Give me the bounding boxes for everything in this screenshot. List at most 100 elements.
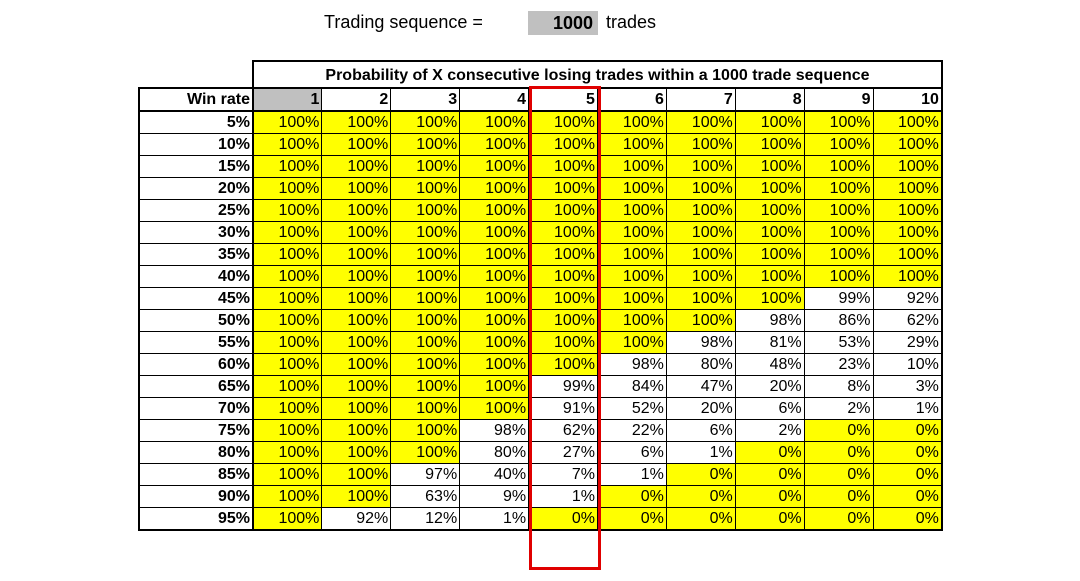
table-cell[interactable]: 27% [528, 441, 598, 464]
table-cell[interactable]: 100% [872, 110, 943, 134]
table-cell[interactable]: 0% [803, 507, 874, 531]
table-cell[interactable]: 100% [803, 177, 874, 200]
table-cell[interactable]: 100% [390, 199, 461, 222]
table-cell[interactable]: 100% [803, 110, 874, 134]
table-cell[interactable]: 100% [321, 463, 392, 486]
table-cell[interactable]: 100% [252, 221, 323, 244]
table-cell[interactable]: 100% [734, 243, 805, 266]
table-cell[interactable]: 97% [390, 463, 461, 486]
table-cell[interactable]: 10% [872, 353, 943, 376]
table-cell[interactable]: 6% [596, 441, 667, 464]
table-cell[interactable]: 3% [872, 375, 943, 398]
table-cell[interactable]: 99% [528, 375, 598, 398]
table-cell[interactable]: 40% [459, 463, 530, 486]
table-cell[interactable]: 20% [665, 397, 736, 420]
row-header-25pct[interactable]: 25% [138, 199, 254, 222]
table-cell[interactable]: 100% [390, 331, 461, 354]
table-cell[interactable]: 100% [321, 199, 392, 222]
table-cell[interactable]: 1% [459, 507, 530, 531]
table-cell[interactable]: 47% [665, 375, 736, 398]
table-cell[interactable]: 0% [803, 441, 874, 464]
table-cell[interactable]: 100% [596, 177, 667, 200]
table-cell[interactable]: 100% [596, 265, 667, 288]
table-cell[interactable]: 100% [321, 287, 392, 310]
table-cell[interactable]: 98% [596, 353, 667, 376]
table-cell[interactable]: 100% [734, 221, 805, 244]
table-cell[interactable]: 0% [872, 463, 943, 486]
table-cell[interactable]: 100% [596, 133, 667, 156]
table-cell[interactable]: 100% [803, 265, 874, 288]
table-cell[interactable]: 100% [390, 243, 461, 266]
table-cell[interactable]: 98% [459, 419, 530, 442]
table-cell[interactable]: 100% [321, 485, 392, 508]
table-cell[interactable]: 100% [734, 199, 805, 222]
table-cell[interactable]: 0% [734, 463, 805, 486]
table-cell[interactable]: 0% [872, 485, 943, 508]
table-cell[interactable]: 100% [872, 265, 943, 288]
table-cell[interactable]: 100% [321, 155, 392, 178]
table-cell[interactable]: 100% [734, 177, 805, 200]
table-cell[interactable]: 100% [252, 375, 323, 398]
column-header-1[interactable]: 1 [252, 87, 323, 112]
table-cell[interactable]: 52% [596, 397, 667, 420]
table-cell[interactable]: 100% [528, 155, 598, 178]
table-cell[interactable]: 100% [459, 133, 530, 156]
table-cell[interactable]: 100% [528, 287, 598, 310]
table-cell[interactable]: 100% [252, 397, 323, 420]
table-cell[interactable]: 0% [665, 485, 736, 508]
table-cell[interactable]: 100% [528, 177, 598, 200]
table-cell[interactable]: 100% [528, 133, 598, 156]
table-cell[interactable]: 100% [459, 177, 530, 200]
table-cell[interactable]: 100% [252, 155, 323, 178]
table-cell[interactable]: 80% [665, 353, 736, 376]
table-cell[interactable]: 100% [528, 353, 598, 376]
table-cell[interactable]: 100% [321, 419, 392, 442]
table-cell[interactable]: 1% [665, 441, 736, 464]
table-cell[interactable]: 100% [665, 243, 736, 266]
table-cell[interactable]: 100% [459, 155, 530, 178]
table-cell[interactable]: 100% [459, 243, 530, 266]
table-cell[interactable]: 100% [252, 133, 323, 156]
column-header-3[interactable]: 3 [390, 87, 461, 112]
row-header-60pct[interactable]: 60% [138, 353, 254, 376]
table-cell[interactable]: 100% [252, 287, 323, 310]
table-cell[interactable]: 92% [321, 507, 392, 531]
table-cell[interactable]: 100% [803, 243, 874, 266]
table-cell[interactable]: 1% [872, 397, 943, 420]
table-cell[interactable]: 1% [596, 463, 667, 486]
row-header-15pct[interactable]: 15% [138, 155, 254, 178]
table-cell[interactable]: 80% [459, 441, 530, 464]
table-cell[interactable]: 100% [665, 133, 736, 156]
table-cell[interactable]: 100% [528, 243, 598, 266]
table-cell[interactable]: 0% [528, 507, 598, 531]
table-cell[interactable]: 100% [803, 221, 874, 244]
table-cell[interactable]: 53% [803, 331, 874, 354]
table-cell[interactable]: 0% [803, 463, 874, 486]
table-cell[interactable]: 100% [803, 133, 874, 156]
table-cell[interactable]: 100% [321, 331, 392, 354]
table-cell[interactable]: 100% [734, 155, 805, 178]
table-cell[interactable]: 0% [734, 441, 805, 464]
table-cell[interactable]: 0% [872, 441, 943, 464]
table-cell[interactable]: 100% [390, 221, 461, 244]
row-header-10pct[interactable]: 10% [138, 133, 254, 156]
table-cell[interactable]: 0% [803, 485, 874, 508]
table-cell[interactable]: 8% [803, 375, 874, 398]
table-cell[interactable]: 100% [390, 375, 461, 398]
table-cell[interactable]: 100% [390, 133, 461, 156]
table-cell[interactable]: 2% [803, 397, 874, 420]
table-cell[interactable]: 100% [734, 133, 805, 156]
row-header-65pct[interactable]: 65% [138, 375, 254, 398]
table-cell[interactable]: 6% [734, 397, 805, 420]
table-cell[interactable]: 100% [872, 199, 943, 222]
row-header-45pct[interactable]: 45% [138, 287, 254, 310]
table-cell[interactable]: 100% [528, 309, 598, 332]
row-header-50pct[interactable]: 50% [138, 309, 254, 332]
table-cell[interactable]: 0% [665, 507, 736, 531]
table-cell[interactable]: 100% [321, 265, 392, 288]
table-cell[interactable]: 100% [528, 110, 598, 134]
column-header-4[interactable]: 4 [459, 87, 530, 112]
column-header-7[interactable]: 7 [665, 87, 736, 112]
table-cell[interactable]: 100% [528, 221, 598, 244]
table-cell[interactable]: 100% [252, 265, 323, 288]
